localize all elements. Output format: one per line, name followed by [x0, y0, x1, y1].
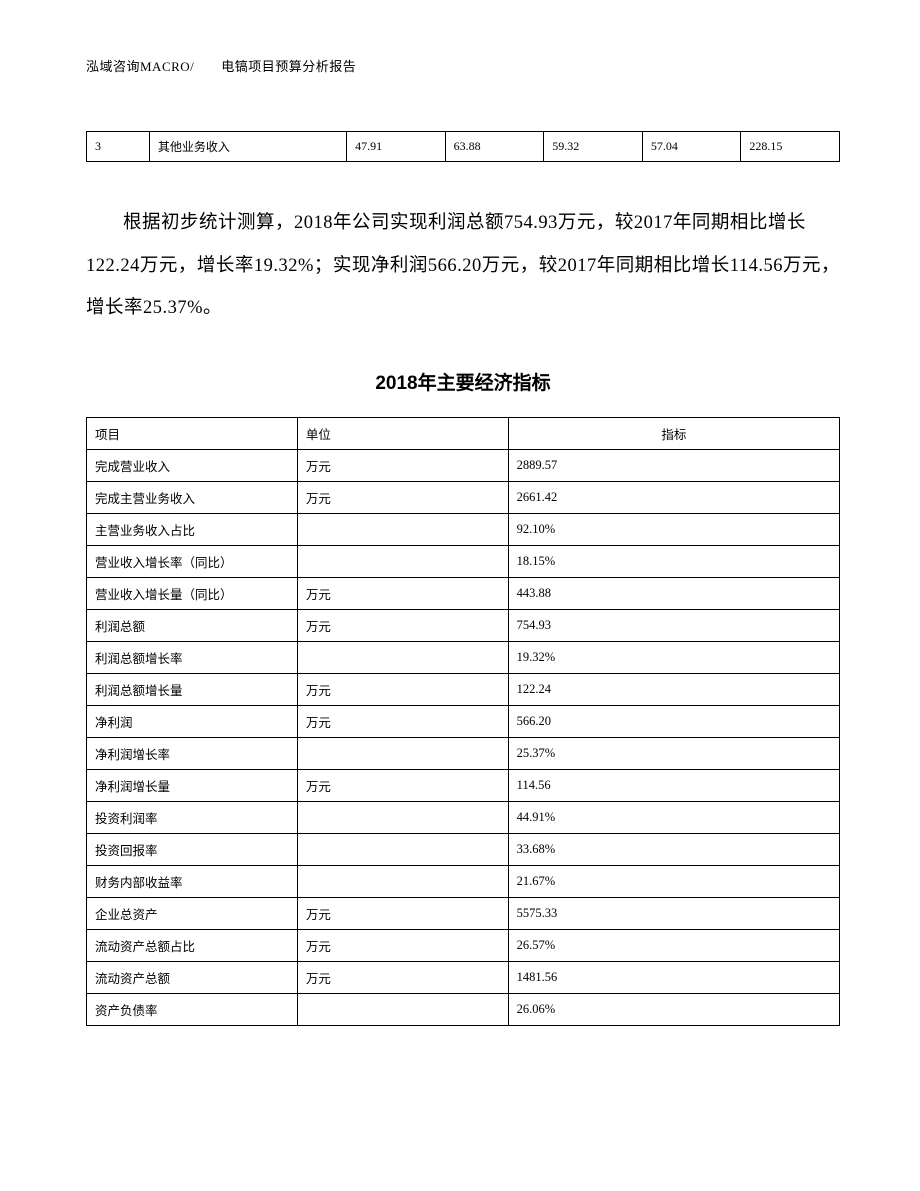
- table-row: 资产负债率 26.06%: [87, 993, 840, 1025]
- cell-project: 资产负债率: [87, 993, 298, 1025]
- cell-project: 完成主营业务收入: [87, 481, 298, 513]
- cell-unit: 万元: [297, 961, 508, 993]
- cell-indicator: 2661.42: [508, 481, 839, 513]
- cell-indicator: 92.10%: [508, 513, 839, 545]
- cell-unit: 万元: [297, 481, 508, 513]
- cell-indicator: 19.32%: [508, 641, 839, 673]
- cell-unit: [297, 833, 508, 865]
- cell-unit: [297, 545, 508, 577]
- cell-indicator: 44.91%: [508, 801, 839, 833]
- table-row: 完成营业收入万元2889.57: [87, 449, 840, 481]
- cell-indicator: 5575.33: [508, 897, 839, 929]
- header-indicator: 指标: [508, 417, 839, 449]
- cell-value: 59.32: [544, 132, 643, 162]
- cell-indicator: 2889.57: [508, 449, 839, 481]
- cell-project: 利润总额增长率: [87, 641, 298, 673]
- cell-project: 营业收入增长量（同比）: [87, 577, 298, 609]
- cell-indicator: 443.88: [508, 577, 839, 609]
- cell-unit: 万元: [297, 577, 508, 609]
- header-unit: 单位: [297, 417, 508, 449]
- cell-project: 净利润增长率: [87, 737, 298, 769]
- table-row: 利润总额万元754.93: [87, 609, 840, 641]
- cell-unit: 万元: [297, 705, 508, 737]
- cell-value: 57.04: [642, 132, 741, 162]
- cell-project: 利润总额: [87, 609, 298, 641]
- table-row: 流动资产总额占比万元26.57%: [87, 929, 840, 961]
- cell-unit: 万元: [297, 929, 508, 961]
- table-row: 主营业务收入占比 92.10%: [87, 513, 840, 545]
- cell-indicator: 1481.56: [508, 961, 839, 993]
- cell-unit: [297, 737, 508, 769]
- cell-unit: [297, 641, 508, 673]
- top-data-table: 3 其他业务收入 47.91 63.88 59.32 57.04 228.15: [86, 131, 840, 162]
- cell-project: 完成营业收入: [87, 449, 298, 481]
- cell-project: 流动资产总额占比: [87, 929, 298, 961]
- cell-label: 其他业务收入: [149, 132, 346, 162]
- cell-value: 47.91: [347, 132, 446, 162]
- cell-unit: [297, 513, 508, 545]
- table-row: 投资利润率 44.91%: [87, 801, 840, 833]
- cell-unit: 万元: [297, 673, 508, 705]
- summary-paragraph: 根据初步统计测算，2018年公司实现利润总额754.93万元，较2017年同期相…: [86, 202, 840, 330]
- cell-value: 63.88: [445, 132, 544, 162]
- cell-unit: [297, 993, 508, 1025]
- cell-indicator: 33.68%: [508, 833, 839, 865]
- page-header: 泓域咨询MACRO/ 电镐项目预算分析报告: [86, 56, 840, 75]
- cell-indicator: 754.93: [508, 609, 839, 641]
- cell-project: 投资利润率: [87, 801, 298, 833]
- cell-project: 主营业务收入占比: [87, 513, 298, 545]
- cell-indicator: 26.06%: [508, 993, 839, 1025]
- table-row: 企业总资产万元5575.33: [87, 897, 840, 929]
- cell-indicator: 566.20: [508, 705, 839, 737]
- cell-project: 流动资产总额: [87, 961, 298, 993]
- table-row: 净利润增长率 25.37%: [87, 737, 840, 769]
- table-row: 利润总额增长量万元122.24: [87, 673, 840, 705]
- table-row: 净利润增长量万元114.56: [87, 769, 840, 801]
- cell-value: 228.15: [741, 132, 840, 162]
- table-row: 投资回报率 33.68%: [87, 833, 840, 865]
- table-row: 利润总额增长率 19.32%: [87, 641, 840, 673]
- economic-indicators-table: 项目 单位 指标 完成营业收入万元2889.57完成主营业务收入万元2661.4…: [86, 417, 840, 1026]
- cell-unit: 万元: [297, 449, 508, 481]
- cell-project: 净利润增长量: [87, 769, 298, 801]
- cell-project: 财务内部收益率: [87, 865, 298, 897]
- cell-project: 净利润: [87, 705, 298, 737]
- cell-index: 3: [87, 132, 150, 162]
- cell-indicator: 26.57%: [508, 929, 839, 961]
- cell-unit: 万元: [297, 897, 508, 929]
- cell-indicator: 25.37%: [508, 737, 839, 769]
- table-row: 3 其他业务收入 47.91 63.88 59.32 57.04 228.15: [87, 132, 840, 162]
- header-project: 项目: [87, 417, 298, 449]
- cell-unit: 万元: [297, 769, 508, 801]
- table-row: 营业收入增长率（同比） 18.15%: [87, 545, 840, 577]
- cell-project: 企业总资产: [87, 897, 298, 929]
- cell-unit: [297, 801, 508, 833]
- cell-unit: [297, 865, 508, 897]
- cell-indicator: 18.15%: [508, 545, 839, 577]
- cell-project: 利润总额增长量: [87, 673, 298, 705]
- table-row: 净利润万元566.20: [87, 705, 840, 737]
- cell-unit: 万元: [297, 609, 508, 641]
- table-header-row: 项目 单位 指标: [87, 417, 840, 449]
- table-row: 营业收入增长量（同比）万元443.88: [87, 577, 840, 609]
- table-row: 财务内部收益率 21.67%: [87, 865, 840, 897]
- table-title: 2018年主要经济指标: [86, 368, 840, 395]
- cell-indicator: 21.67%: [508, 865, 839, 897]
- table-row: 流动资产总额万元1481.56: [87, 961, 840, 993]
- cell-project: 营业收入增长率（同比）: [87, 545, 298, 577]
- cell-indicator: 122.24: [508, 673, 839, 705]
- cell-indicator: 114.56: [508, 769, 839, 801]
- cell-project: 投资回报率: [87, 833, 298, 865]
- table-row: 完成主营业务收入万元2661.42: [87, 481, 840, 513]
